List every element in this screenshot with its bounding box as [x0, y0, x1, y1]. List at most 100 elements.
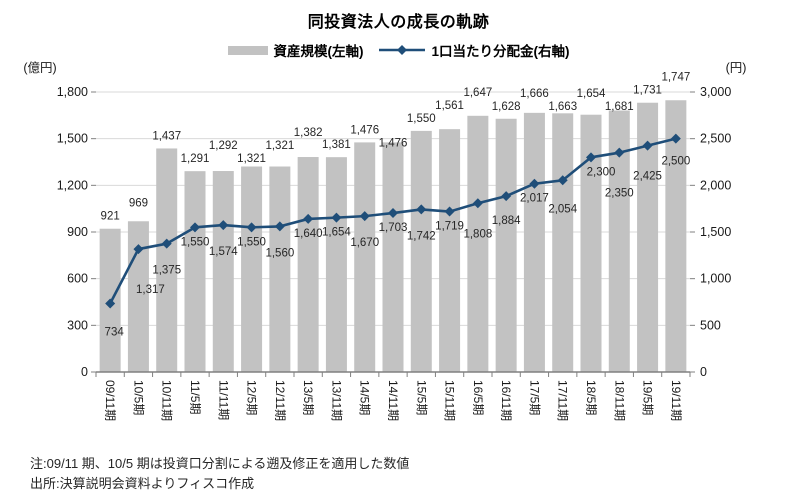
bar-asset-size — [523, 112, 545, 372]
note-split-adjustment: 注:09/11 期、10/5 期は投資口分割による遡及修正を適用した数値 — [30, 456, 410, 471]
bar-value-label: 1,476 — [379, 137, 408, 149]
bar-asset-size — [354, 142, 376, 372]
bar-value-label: 1,321 — [237, 153, 266, 165]
line-marker-diamond — [190, 222, 200, 233]
x-axis-label: 15/5期 — [414, 380, 428, 415]
line-marker-diamond — [501, 191, 512, 202]
line-marker-diamond — [133, 244, 144, 255]
line-diamond-swatch — [378, 44, 426, 56]
bar-asset-size — [297, 157, 319, 372]
line-value-label: 1,550 — [181, 236, 210, 248]
line-marker-diamond — [161, 238, 172, 249]
line-marker-diamond — [359, 211, 370, 222]
bar-value-label: 969 — [129, 198, 148, 210]
line-marker-diamond — [670, 133, 681, 144]
left-axis-tick-label: 1,200 — [57, 178, 88, 192]
right-axis-tick-label: 0 — [700, 365, 707, 379]
bar-asset-size — [410, 130, 432, 372]
right-axis-tick-label: 500 — [700, 318, 721, 332]
bar-value-label: 1,561 — [435, 100, 464, 112]
x-axis-label: 15/11期 — [443, 380, 457, 421]
bar-value-label: 1,666 — [520, 88, 549, 100]
x-axis-label: 10/11期 — [160, 380, 174, 421]
line-marker-diamond — [388, 208, 398, 219]
right-axis-tick-label: 1,500 — [700, 225, 731, 239]
line-marker-diamond — [586, 152, 596, 163]
bar-asset-size — [439, 129, 461, 372]
line-value-label: 2,425 — [633, 171, 662, 183]
line-marker-diamond — [444, 206, 455, 217]
chart-notes: 注:09/11 期、10/5 期は投資口分割による遡及修正を適用した数値 出所:… — [30, 454, 409, 494]
legend-label-distribution: 1口当たり分配金(右軸) — [431, 44, 570, 59]
bar-value-label: 1,747 — [661, 72, 690, 84]
chart-title: 同投資法人の成長の軌跡 — [307, 14, 490, 31]
left-axis-tick-label: 1,500 — [57, 132, 88, 146]
line-value-label: 2,500 — [661, 156, 690, 168]
bar-asset-size — [495, 118, 517, 372]
left-axis-unit: (億円) — [23, 61, 56, 75]
x-axis-label: 11/11期 — [216, 380, 230, 420]
bar-value-label: 1,321 — [265, 140, 294, 152]
right-axis-tick-label: 1,000 — [700, 272, 731, 286]
bar-value-label: 1,731 — [633, 85, 662, 97]
x-axis-label: 16/5期 — [471, 380, 485, 415]
x-axis-label: 09/11期 — [103, 380, 117, 421]
line-value-label: 1,574 — [209, 246, 238, 258]
line-value-label: 2,017 — [520, 193, 549, 205]
line-marker-diamond — [331, 212, 342, 223]
line-value-label: 2,300 — [587, 166, 616, 178]
line-value-label: 1,654 — [322, 227, 351, 239]
legend-item-distribution: 1口当たり分配金(右軸) — [378, 40, 570, 60]
bar-asset-size — [637, 102, 659, 372]
right-axis-tick-label: 2,500 — [700, 132, 731, 146]
combo-chart: 0 0 300 500 600 1,000 900 1,500 1,200 2,000 1,500 2… — [23, 61, 747, 421]
left-axis-tick-label: 900 — [67, 225, 88, 239]
bar-value-label: 1,437 — [152, 130, 181, 142]
bar-asset-size — [580, 114, 602, 372]
bar-asset-size — [184, 171, 206, 372]
left-axis-tick-label: 0 — [81, 365, 88, 379]
line-marker-diamond — [529, 178, 540, 189]
bar-swatch — [227, 45, 268, 55]
line-value-label: 1,808 — [463, 228, 492, 240]
x-axis-label: 14/11期 — [386, 380, 400, 421]
x-axis-label: 18/5期 — [584, 380, 598, 415]
line-value-label: 1,670 — [350, 237, 379, 249]
note-source: 出所:決算説明会資料よりフィスコ作成 — [30, 476, 255, 491]
line-value-label: 1,550 — [237, 236, 266, 248]
x-axis-label: 14/5期 — [358, 380, 372, 415]
bar-asset-size — [269, 166, 291, 372]
bar-asset-size — [552, 113, 574, 373]
line-value-label: 2,054 — [548, 203, 577, 215]
right-axis-tick-label: 3,000 — [700, 85, 731, 99]
bar-value-label: 1,628 — [492, 101, 521, 113]
bar-value-label: 1,291 — [181, 153, 210, 165]
line-value-label: 1,317 — [136, 284, 165, 296]
chart-legend: 資産規模(左軸) 1口当たり分配金(右軸) — [0, 40, 797, 60]
bar-asset-size — [467, 115, 489, 373]
right-axis-unit: (円) — [726, 61, 747, 75]
bar-asset-size — [382, 142, 404, 372]
x-axis-label: 11/5期 — [188, 380, 202, 414]
bar-value-label: 1,681 — [605, 101, 634, 113]
line-marker-diamond — [218, 220, 229, 231]
line-marker-diamond — [303, 213, 314, 224]
line-marker-diamond — [614, 147, 625, 158]
left-axis-tick-label: 1,800 — [57, 85, 88, 99]
line-value-label: 1,375 — [152, 265, 181, 277]
line-value-label: 1,560 — [265, 247, 294, 259]
line-marker-diamond — [642, 140, 653, 151]
bar-value-label: 1,382 — [294, 127, 323, 139]
x-axis-label: 18/11期 — [612, 380, 626, 421]
x-axis-label: 17/5期 — [527, 380, 541, 415]
bar-asset-size — [608, 110, 630, 372]
x-axis-label: 10/5期 — [131, 380, 145, 415]
line-marker-diamond — [105, 298, 116, 309]
x-axis-label: 13/11期 — [329, 380, 343, 421]
bar-value-label: 1,292 — [209, 140, 238, 152]
line-marker-diamond — [557, 175, 568, 186]
line-marker-diamond — [416, 204, 427, 215]
bar-value-label: 1,476 — [350, 124, 379, 136]
x-axis-label: 12/11期 — [273, 380, 287, 421]
